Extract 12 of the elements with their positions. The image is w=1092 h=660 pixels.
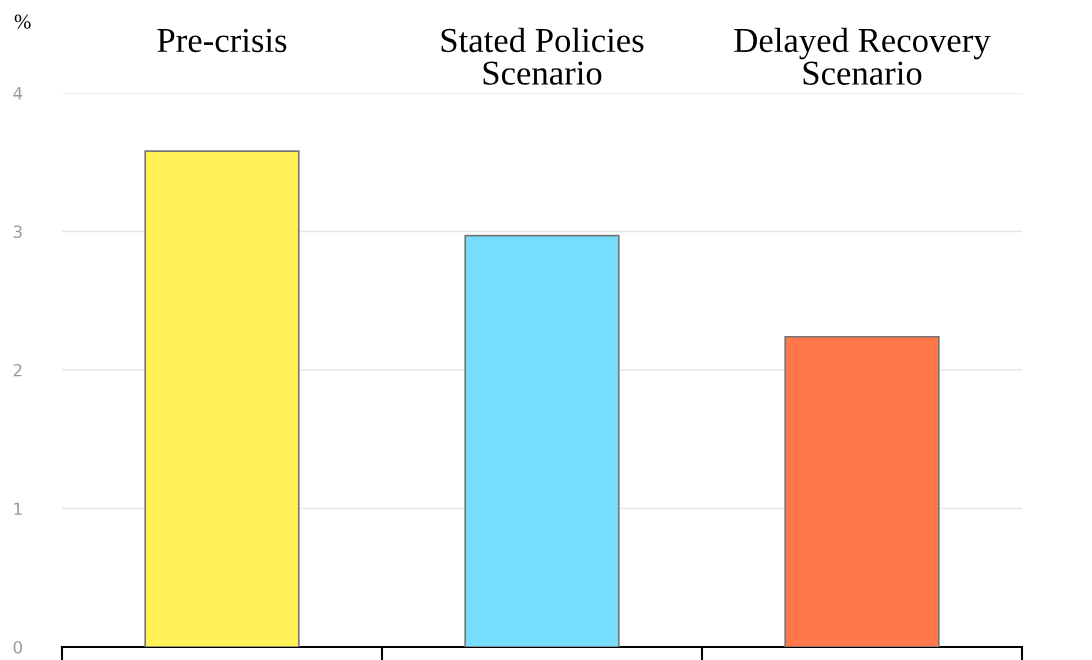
- y-tick-label: 1: [14, 502, 22, 515]
- x-tick-label: Delayed Recovery Scenario: [734, 27, 991, 85]
- x-tick-label: Stated Policies Scenario: [441, 27, 644, 85]
- y-tick-label: 0: [13, 640, 22, 654]
- bar: [784, 335, 940, 647]
- y-tick-label: 3: [13, 225, 22, 239]
- y-tick-label: 2: [13, 363, 22, 377]
- x-tick-label: Pre-crisis: [157, 28, 287, 53]
- bar: [144, 150, 300, 647]
- bar: [464, 234, 620, 647]
- y-tick-label: 4: [13, 87, 23, 100]
- y-axis-title: %: [14, 14, 31, 29]
